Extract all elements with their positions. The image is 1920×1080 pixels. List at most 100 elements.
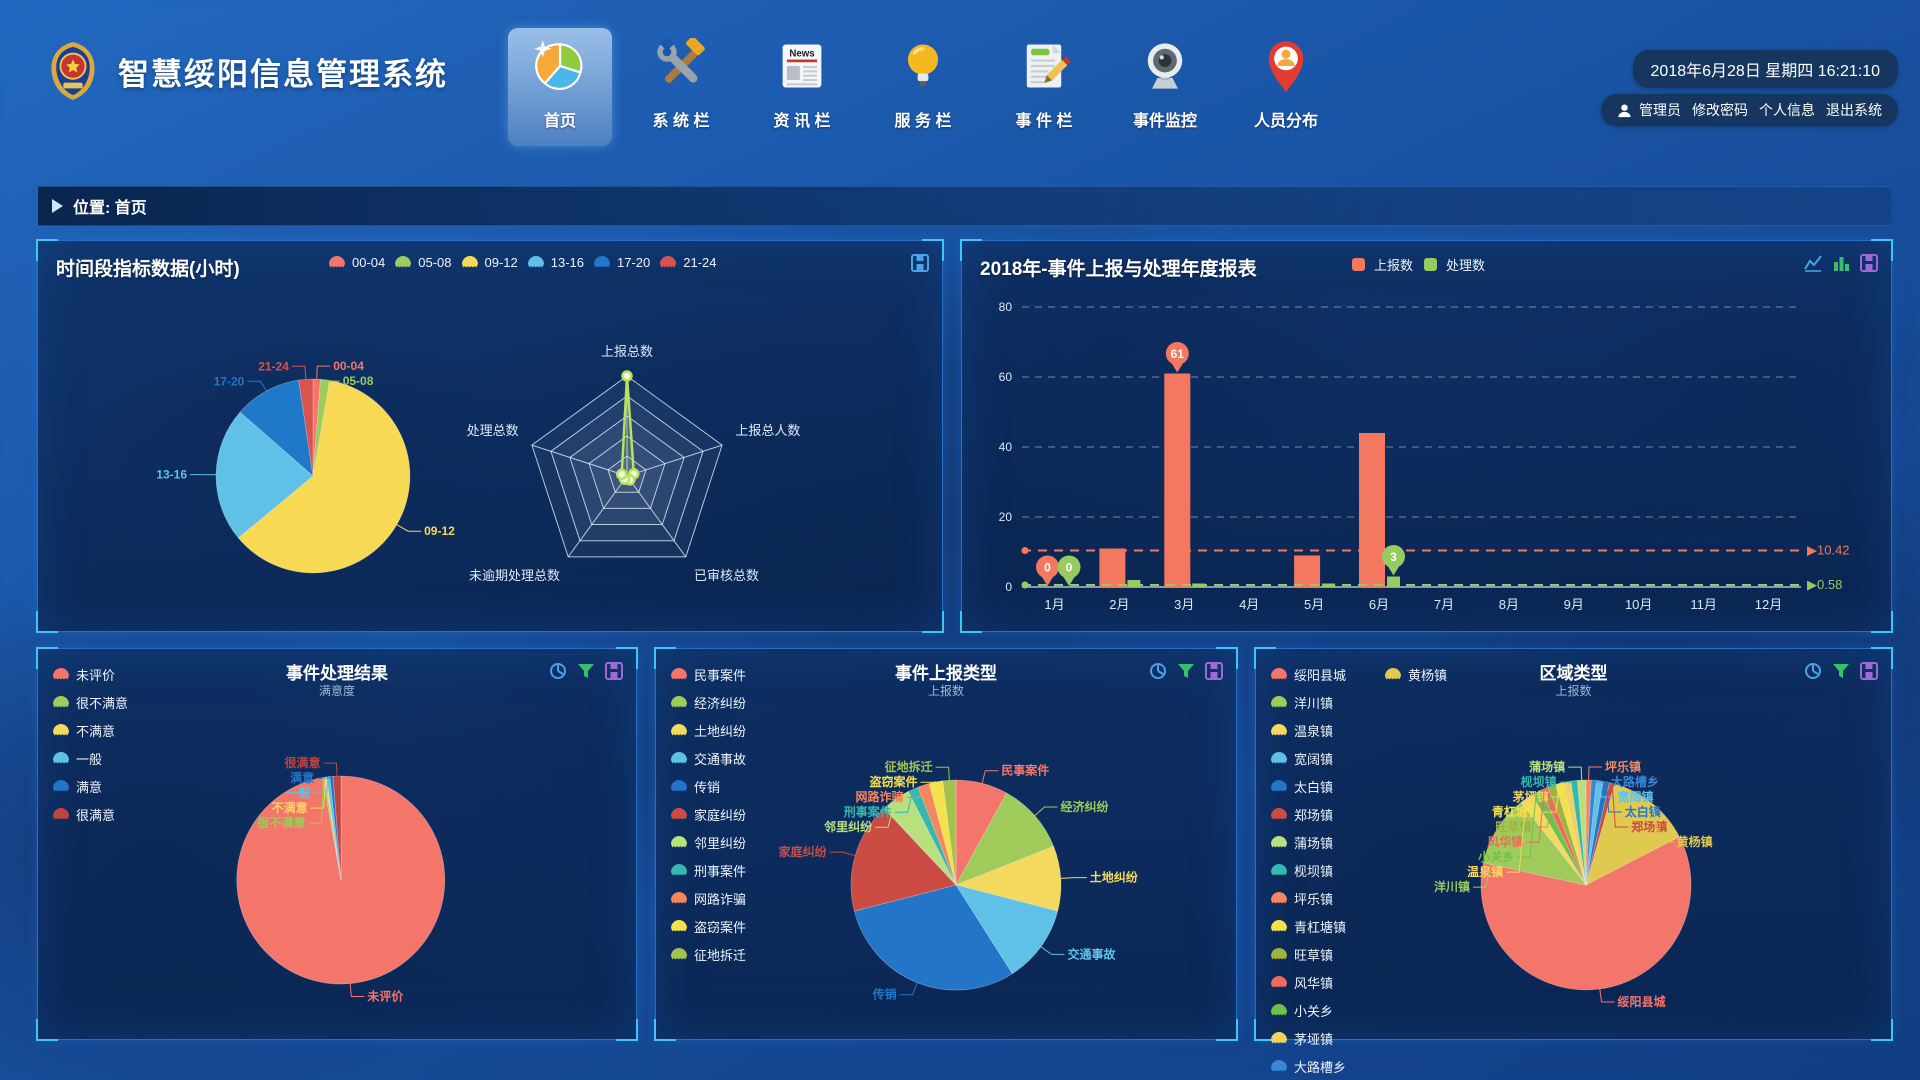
legend-item-5[interactable]: 21-24 bbox=[659, 255, 717, 270]
bar-处理数-2月[interactable] bbox=[1127, 580, 1141, 587]
nav-item-system[interactable]: 系 统 栏 bbox=[629, 28, 733, 146]
legend-item-9[interactable]: 青杠塘镇 bbox=[1270, 917, 1346, 936]
bar-上报数-5月[interactable] bbox=[1294, 555, 1321, 588]
user-name[interactable]: 管理员 bbox=[1639, 102, 1681, 118]
nav-item-service[interactable]: 服 务 栏 bbox=[871, 28, 975, 146]
legend-item-6[interactable]: 邻里纠纷 bbox=[670, 833, 746, 852]
legend-item-8[interactable]: 网路诈骗 bbox=[670, 889, 746, 908]
legend-item-2[interactable]: 09-12 bbox=[461, 255, 518, 270]
mark-point-处理数[interactable] bbox=[1382, 545, 1405, 568]
mark-point-上报数[interactable] bbox=[1036, 555, 1059, 579]
save-icon[interactable] bbox=[1859, 661, 1879, 681]
pie-slice-坪乐镇[interactable] bbox=[1585, 779, 1592, 886]
nav-item-monitor[interactable]: 事件监控 bbox=[1113, 28, 1217, 146]
legend-item-8[interactable]: 坪乐镇 bbox=[1270, 889, 1346, 908]
legend-item-0[interactable]: 绥阳县城 bbox=[1270, 665, 1346, 684]
logout-link[interactable]: 退出系统 bbox=[1826, 102, 1882, 118]
funnel-icon[interactable] bbox=[1831, 661, 1851, 681]
legend-item-13[interactable]: 茅垭镇 bbox=[1270, 1029, 1346, 1048]
pie-slice-05-08[interactable] bbox=[312, 378, 331, 477]
legend-item-11[interactable]: 风华镇 bbox=[1270, 973, 1346, 992]
legend-item-3[interactable]: 一般 bbox=[52, 749, 128, 768]
bar-上报数-6月[interactable] bbox=[1359, 433, 1385, 587]
mark-point-处理数[interactable] bbox=[1057, 555, 1081, 579]
line-chart-icon[interactable] bbox=[1803, 253, 1823, 273]
legend-item-1[interactable]: 洋川镇 bbox=[1270, 693, 1346, 712]
pie-slice-刑事案件[interactable] bbox=[907, 786, 957, 886]
legend-item-3[interactable]: 宽阔镇 bbox=[1270, 749, 1346, 768]
legend-item-2[interactable]: 土地纠纷 bbox=[670, 721, 746, 740]
pie-slice-绥阳县城[interactable] bbox=[1480, 836, 1692, 991]
pie-slice-经济纠纷[interactable] bbox=[955, 792, 1054, 886]
save-icon[interactable] bbox=[910, 253, 930, 273]
legend-item-0[interactable]: 黄杨镇 bbox=[1384, 665, 1447, 684]
legend-item-10[interactable]: 征地拆迁 bbox=[670, 945, 746, 964]
nav-item-news[interactable]: News 资 讯 栏 bbox=[750, 28, 854, 146]
legend-item-9[interactable]: 盗窃案件 bbox=[670, 917, 746, 936]
pie-label-line bbox=[1506, 798, 1527, 873]
save-icon[interactable] bbox=[1859, 253, 1879, 273]
legend-item-1[interactable]: 处理数 bbox=[1422, 255, 1485, 274]
legend-item-0[interactable]: 00-04 bbox=[328, 255, 385, 270]
legend-item-7[interactable]: 枧坝镇 bbox=[1270, 861, 1346, 880]
pie-slice-13-16[interactable] bbox=[215, 411, 314, 539]
pie-slice-不满意[interactable] bbox=[324, 776, 342, 881]
pie-slice-邻里纠纷[interactable] bbox=[883, 790, 957, 886]
pie-slice-土地纠纷[interactable] bbox=[955, 845, 1062, 912]
legend-item-6[interactable]: 蒲场镇 bbox=[1270, 833, 1346, 852]
profile-link[interactable]: 个人信息 bbox=[1759, 102, 1815, 118]
nav-item-personnel[interactable]: 人员分布 bbox=[1234, 28, 1338, 146]
bar-处理数-6月[interactable] bbox=[1387, 576, 1400, 588]
restore-icon[interactable] bbox=[548, 661, 568, 681]
radar-data-point[interactable] bbox=[615, 468, 628, 481]
save-icon[interactable] bbox=[1204, 661, 1224, 681]
bar-chart-icon[interactable] bbox=[1831, 253, 1851, 273]
legend-item-10[interactable]: 旺草镇 bbox=[1270, 945, 1346, 964]
pie-slice-大路槽乡[interactable] bbox=[1585, 779, 1597, 886]
pie-slice-民事案件[interactable] bbox=[955, 779, 1008, 886]
legend-item-12[interactable]: 小关乡 bbox=[1270, 1001, 1346, 1020]
legend-item-4[interactable]: 满意 bbox=[52, 777, 128, 796]
radar-data-point[interactable] bbox=[621, 370, 633, 382]
legend-item-4[interactable]: 17-20 bbox=[593, 255, 650, 270]
legend-item-1[interactable]: 经济纠纷 bbox=[670, 693, 746, 712]
pie-slice-未评价[interactable] bbox=[236, 775, 446, 985]
legend-item-0[interactable]: 未评价 bbox=[52, 665, 128, 684]
pie-slice-09-12[interactable] bbox=[237, 380, 411, 574]
pie-label-line bbox=[1599, 989, 1615, 1003]
pie-slice-旺草镇[interactable] bbox=[1547, 784, 1587, 886]
legend-item-4[interactable]: 传销 bbox=[670, 777, 746, 796]
pie-slice-一般[interactable] bbox=[326, 776, 342, 881]
legend-item-0[interactable]: 民事案件 bbox=[670, 665, 746, 684]
legend-item-1[interactable]: 05-08 bbox=[394, 255, 452, 270]
legend-item-5[interactable]: 很满意 bbox=[52, 805, 128, 824]
legend-item-14[interactable]: 大路槽乡 bbox=[1270, 1057, 1346, 1076]
legend-item-1[interactable]: 很不满意 bbox=[52, 693, 128, 712]
restore-icon[interactable] bbox=[1803, 661, 1823, 681]
legend-item-7[interactable]: 刑事案件 bbox=[670, 861, 746, 880]
save-icon[interactable] bbox=[604, 661, 624, 681]
pie-slice-很不满意[interactable] bbox=[322, 776, 342, 881]
bar-上报数-3月[interactable] bbox=[1164, 373, 1191, 588]
nav-item-events[interactable]: 事 件 栏 bbox=[992, 28, 1096, 146]
legend-item-5[interactable]: 郑场镇 bbox=[1270, 805, 1346, 824]
funnel-icon[interactable] bbox=[576, 661, 596, 681]
bar-上报数-2月[interactable] bbox=[1099, 548, 1126, 588]
legend-item-4[interactable]: 太白镇 bbox=[1270, 777, 1346, 796]
pie-slice-洋川镇[interactable] bbox=[1483, 801, 1587, 886]
legend-item-2[interactable]: 不满意 bbox=[52, 721, 128, 740]
legend-item-5[interactable]: 家庭纠纷 bbox=[670, 805, 746, 824]
mark-point-上报数[interactable] bbox=[1165, 342, 1189, 365]
pie-slice-宽阔镇[interactable] bbox=[1585, 780, 1604, 886]
change-password-link[interactable]: 修改密码 bbox=[1692, 102, 1748, 118]
pie-slice-17-20[interactable] bbox=[239, 379, 314, 477]
restore-icon[interactable] bbox=[1148, 661, 1168, 681]
funnel-icon[interactable] bbox=[1176, 661, 1196, 681]
legend-item-0[interactable]: 上报数 bbox=[1350, 255, 1413, 274]
legend-label: 一般 bbox=[76, 752, 103, 767]
legend-item-3[interactable]: 13-16 bbox=[527, 255, 584, 270]
legend-item-2[interactable]: 温泉镇 bbox=[1270, 721, 1346, 740]
nav-item-home[interactable]: 首页 bbox=[508, 28, 612, 146]
pie-slice-蒲场镇[interactable] bbox=[1577, 779, 1587, 886]
legend-item-3[interactable]: 交通事故 bbox=[670, 749, 746, 768]
